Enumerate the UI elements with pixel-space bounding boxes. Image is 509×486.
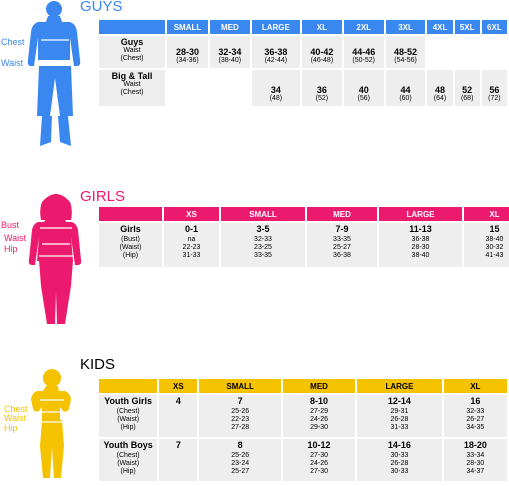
kid-silhouette — [31, 369, 71, 478]
table-cell — [167, 70, 208, 106]
table-cell: 4 — [159, 395, 198, 437]
table-cell: 3-5 32-33 23-25 33-35 — [221, 223, 305, 267]
table-cell: 7 25-26 22-23 27-28 — [199, 395, 281, 437]
guys-header-5xl: 5XL — [454, 20, 480, 34]
table-cell — [454, 36, 480, 68]
row-label: Big & Tall Waist (Chest) — [99, 70, 166, 106]
guys-header-corner — [99, 20, 166, 34]
girls-header-xs: XS — [164, 207, 219, 221]
table-cell: 16 32-33 26-27 34-35 — [443, 395, 507, 437]
kids-header-corner — [99, 379, 158, 393]
kids-header-xs: XS — [159, 379, 198, 393]
table-cell — [209, 70, 250, 106]
table-cell — [481, 36, 507, 68]
guys-header-6xl: 6XL — [481, 20, 507, 34]
guys-header-large: LARGE — [251, 20, 300, 34]
table-cell: 15 38-40 30-32 41-43 — [464, 223, 509, 267]
table-cell: 56 (72) — [481, 70, 507, 106]
table-cell: 40 (56) — [343, 70, 384, 106]
row-label: Youth Boys (Chest) (Waist) (Hip) — [99, 439, 158, 481]
table-cell: 8-10 27-29 24-26 29-30 — [282, 395, 356, 437]
table-cell: 10-12 27-30 24-26 27-30 — [282, 439, 356, 481]
girls-waist-label: Waist — [4, 233, 27, 243]
table-cell: 8 25-26 23-24 25-27 — [199, 439, 281, 481]
guys-header-4xl: 4XL — [427, 20, 453, 34]
table-row: Youth Girls (Chest) (Waist) (Hip) 4 7 25-26 2… — [99, 395, 507, 437]
table-cell: 48 (64) — [427, 70, 453, 106]
kids-header-xl: XL — [443, 379, 507, 393]
table-cell — [427, 36, 453, 68]
kids-title: KIDS — [80, 356, 116, 373]
girls-header-corner — [99, 207, 162, 221]
guys-header-xl: XL — [301, 20, 342, 34]
guys-header-2xl: 2XL — [343, 20, 384, 34]
guys-size-table: SMALL MED LARGE XL 2XL 3XL 4XL 5XL 6XL G… — [97, 18, 509, 108]
girls-hip-label: Hip — [4, 244, 18, 254]
table-cell: 44-46 (50-52) — [343, 36, 384, 68]
girls-bust-label: Bust — [1, 220, 20, 230]
table-cell: 36-38 (42-44) — [251, 36, 300, 68]
girls-header-large: LARGE — [379, 207, 462, 221]
kids-chest-label: Chest — [4, 404, 28, 414]
kids-waist-label: Waist — [4, 413, 27, 423]
table-row: Guys Waist (Chest) 28-30 (34-36) 32-34 (38-4… — [99, 36, 507, 68]
table-cell: 44 (60) — [385, 70, 426, 106]
guy-silhouette — [27, 1, 81, 146]
girl-silhouette — [28, 194, 82, 324]
table-cell: 14-16 30-33 26-28 30-33 — [357, 439, 442, 481]
table-row: Big & Tall Waist (Chest) 34 (48) 36 (52) 40(… — [99, 70, 507, 106]
guys-header-med: MED — [209, 20, 250, 34]
girls-header-med: MED — [307, 207, 377, 221]
guys-title: GUYS — [80, 0, 123, 15]
table-cell: 11-13 36-38 28-30 38-40 — [379, 223, 462, 267]
table-cell: 40-42 (46-48) — [301, 36, 342, 68]
girls-title: GIRLS — [80, 188, 126, 205]
kids-header-med: MED — [282, 379, 356, 393]
table-cell: 18-20 33-34 28-30 34-37 — [443, 439, 507, 481]
table-cell: 7 — [159, 439, 198, 481]
table-cell: 32-34 (38-40) — [209, 36, 250, 68]
row-label: Youth Girls (Chest) (Waist) (Hip) — [99, 395, 158, 437]
table-cell: 34 (48) — [251, 70, 300, 106]
table-row: Girls (Bust) (Waist) (Hip) 0-1 na 22-23 31-33 … — [99, 223, 509, 267]
guys-chest-label: Chest — [1, 37, 25, 47]
guys-waist-label: Waist — [1, 58, 24, 68]
table-cell: 12-14 29-31 26-28 31-33 — [357, 395, 442, 437]
guys-header-small: SMALL — [167, 20, 208, 34]
girls-header-small: SMALL — [221, 207, 305, 221]
table-cell: 48-52 (54-56) — [385, 36, 426, 68]
kids-hip-label: Hip — [4, 423, 18, 433]
guys-header-3xl: 3XL — [385, 20, 426, 34]
table-row: Youth Boys (Chest) (Waist) (Hip) 7 8 25-26 23… — [99, 439, 507, 481]
kids-header-small: SMALL — [199, 379, 281, 393]
girls-size-table: XS SMALL MED LARGE XL Girls (Bust) (Waist)… — [97, 205, 509, 269]
kids-size-table: XS SMALL MED LARGE XL Youth Girls (Chest)… — [97, 377, 509, 483]
row-label: Guys Waist (Chest) — [99, 36, 166, 68]
table-cell: 0-1 na 22-23 31-33 — [164, 223, 219, 267]
table-cell: 52 (68) — [454, 70, 480, 106]
table-cell: 36 (52) — [301, 70, 342, 106]
table-cell: 7-9 33-35 25-27 36-38 — [307, 223, 377, 267]
row-label: Girls (Bust) (Waist) (Hip) — [99, 223, 162, 267]
kids-header-large: LARGE — [357, 379, 442, 393]
table-cell: 28-30 (34-36) — [167, 36, 208, 68]
girls-header-xl: XL — [464, 207, 509, 221]
